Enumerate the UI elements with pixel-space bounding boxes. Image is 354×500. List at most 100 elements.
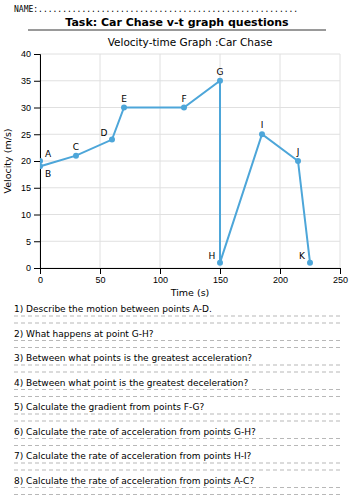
answer-line [14,463,340,464]
y-tick-mark [34,161,40,162]
data-point [217,260,223,266]
point-label: D [101,128,108,138]
point-label: E [121,94,127,104]
question: 4) Between what point is the greatest de… [14,378,248,388]
x-tick-label: 100 [153,275,168,285]
chart: 0501001502002500510152025303540ABCDEFGHI… [21,49,348,285]
x-tick: 0 [38,268,43,285]
x-axis-label: Time (s) [170,287,210,298]
y-tick-label: 0 [26,263,31,273]
y-axis: 0 5 10 15 20 25 30 35 40 [21,49,41,273]
answer-line [14,316,340,317]
data-point [40,158,43,164]
page: NAME:...................................… [0,0,354,500]
y-axis-label: Velocity (m/s) [2,128,13,193]
point-label: G [217,67,224,77]
y-tick: 25 [21,130,40,140]
question: 7) Calculate the rate of acceleration fr… [14,451,252,461]
point-label: J [296,147,300,157]
x-axis-line [41,269,341,275]
y-tick-label: 20 [21,156,31,166]
point-label: I [261,120,264,130]
x-tick-label: 50 [95,275,105,285]
question: 5) Calculate the gradient from points F-… [14,402,204,412]
grid-line-y [40,107,340,108]
answer-line [14,347,340,348]
y-tick-mark [34,81,40,82]
answer-line [14,487,340,488]
x-tick: 150 [213,268,228,285]
y-tick-mark [34,188,40,189]
grid-line-y [40,54,340,55]
questions: 1) Describe the motion between points A-… [14,304,340,495]
x-tick-mark [340,268,341,274]
x-tick: 250 [333,268,348,285]
y-tick-label: 15 [21,183,31,193]
data-point [217,78,223,84]
answer-line [14,421,340,422]
answer-line [14,414,340,415]
data-point [40,163,43,169]
x-tick: 50 [95,268,105,285]
x-tick-mark [100,268,101,274]
answer-line [14,396,340,397]
y-tick-label: 40 [21,49,31,59]
y-tick-mark [34,108,40,109]
grid-line-y [40,134,340,135]
x-tick: 100 [153,268,168,285]
point-label: C [73,142,79,152]
x-tick: 200 [273,268,288,285]
point-labels: ABCDEFGHIJK [45,67,306,261]
x-tick-label: 200 [273,275,288,285]
y-tick-label: 5 [26,237,31,247]
question: 2) What happens at point G-H? [14,329,154,339]
grid-line-y [40,214,340,215]
y-tick: 15 [21,183,40,193]
data-point [259,131,265,137]
answer-line [14,323,340,324]
answer-line [14,389,340,390]
data-point [121,105,127,111]
answer-line [14,494,340,495]
point-label: H [209,251,216,261]
y-tick-label: 35 [21,76,31,86]
grid-line-y [40,187,340,188]
task-title: Task: Car Chase v-t graph questions [65,16,289,29]
y-tick-mark [34,268,40,269]
chart-title: Velocity-time Graph :Car Chase [108,36,273,48]
x-axis: 0 50 100 150 200 250 [38,268,348,285]
point-label: K [299,251,306,261]
y-tick: 0 [26,263,40,273]
grid [40,54,340,268]
y-tick-label: 10 [21,210,31,220]
grid-line-y [40,241,340,242]
answer-line [14,470,340,471]
y-tick: 40 [21,49,40,59]
series-line [40,81,310,263]
answer-line [14,372,340,373]
answer-line [14,438,340,439]
data-point [295,158,301,164]
point-label: A [45,149,52,159]
answer-line [14,340,340,341]
y-tick-mark [34,134,40,135]
y-tick-mark [34,215,40,216]
grid-line-y [40,80,340,81]
answer-line [14,445,340,446]
title-underline [28,30,326,31]
y-tick: 20 [21,156,40,166]
question: 8) Calculate the rate of acceleration fr… [14,476,254,486]
answer-line [14,365,340,366]
question: 1) Describe the motion between points A-… [14,304,212,314]
x-tick-mark [280,268,281,274]
x-tick-label: 0 [38,275,43,285]
question: 3) Between what points is the greatest a… [14,353,252,363]
y-tick-mark [34,54,40,55]
y-tick: 5 [26,237,40,247]
y-tick-label: 30 [21,103,31,113]
x-tick-label: 150 [213,275,228,285]
x-tick-mark [160,268,161,274]
data-point [181,105,187,111]
question: 6) Calculate the rate of acceleration fr… [14,427,256,437]
y-tick-mark [34,241,40,242]
